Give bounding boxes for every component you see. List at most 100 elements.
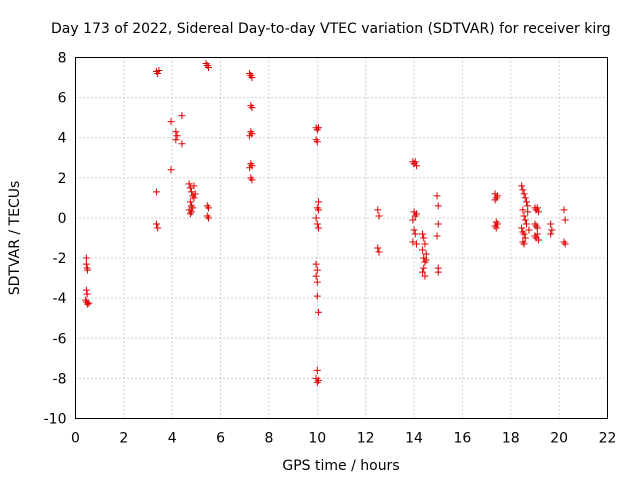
data-point bbox=[374, 206, 382, 214]
x-tick-label: 12 bbox=[357, 431, 375, 447]
data-point bbox=[520, 212, 528, 220]
x-tick-label: 22 bbox=[599, 431, 617, 447]
data-point bbox=[410, 226, 418, 234]
data-point bbox=[522, 198, 530, 206]
data-point bbox=[178, 112, 186, 120]
data-point bbox=[246, 132, 254, 140]
data-point bbox=[173, 132, 181, 140]
data-point bbox=[433, 192, 441, 200]
y-tick-label: 0 bbox=[58, 211, 67, 227]
x-tick-label: 8 bbox=[264, 431, 273, 447]
data-point bbox=[312, 260, 320, 268]
data-point bbox=[422, 256, 430, 264]
data-point bbox=[411, 158, 419, 166]
data-point bbox=[533, 224, 541, 232]
data-point bbox=[524, 208, 532, 216]
plot-frame bbox=[75, 57, 608, 419]
data-point bbox=[313, 220, 321, 228]
chart-title: Day 173 of 2022, Sidereal Day-to-day VTE… bbox=[51, 21, 611, 37]
data-point bbox=[434, 268, 442, 276]
data-point bbox=[421, 272, 429, 280]
data-point bbox=[560, 206, 568, 214]
data-point bbox=[315, 224, 323, 232]
data-point bbox=[178, 140, 186, 148]
data-point bbox=[153, 220, 161, 228]
data-point bbox=[205, 214, 212, 222]
data-point bbox=[186, 210, 194, 218]
x-axis-label: GPS time / hours bbox=[282, 458, 399, 474]
data-point bbox=[190, 182, 198, 190]
data-point bbox=[313, 366, 321, 374]
data-point bbox=[421, 240, 429, 248]
data-point bbox=[248, 74, 256, 82]
data-point bbox=[419, 230, 427, 238]
data-point bbox=[191, 190, 199, 198]
x-tick-label: 10 bbox=[308, 431, 326, 447]
data-point bbox=[85, 299, 93, 307]
data-point bbox=[561, 216, 569, 224]
data-point bbox=[535, 236, 543, 244]
y-tick-label: -6 bbox=[53, 331, 67, 347]
data-point bbox=[491, 196, 499, 204]
data-point bbox=[248, 176, 256, 184]
data-point bbox=[520, 240, 528, 248]
data-point bbox=[412, 240, 420, 248]
data-point bbox=[82, 254, 90, 262]
data-point bbox=[315, 198, 323, 206]
y-tick-label: 4 bbox=[58, 131, 67, 147]
data-point bbox=[547, 220, 555, 228]
x-tick-label: 6 bbox=[216, 431, 225, 447]
data-point bbox=[188, 188, 196, 196]
data-point bbox=[312, 214, 320, 222]
data-point bbox=[313, 138, 321, 146]
y-tick-label: -8 bbox=[53, 371, 67, 387]
data-point bbox=[434, 202, 442, 210]
data-point bbox=[525, 226, 533, 234]
x-tick-labels: 0 2 4 6 8 10 12 14 16 18 20 22 bbox=[71, 431, 616, 447]
data-point bbox=[548, 226, 556, 234]
data-point bbox=[492, 224, 500, 232]
data-point bbox=[185, 180, 193, 188]
data-point bbox=[518, 182, 526, 190]
y-tick-label: -2 bbox=[53, 251, 67, 267]
data-point bbox=[374, 244, 382, 252]
data-point bbox=[419, 268, 427, 276]
data-point bbox=[375, 248, 383, 256]
y-tick-label: -10 bbox=[44, 412, 67, 428]
y-tick-label: -4 bbox=[53, 291, 67, 307]
data-point bbox=[313, 266, 321, 274]
data-point bbox=[411, 230, 419, 238]
data-point bbox=[375, 212, 383, 220]
data-point bbox=[519, 206, 527, 214]
data-point bbox=[246, 164, 254, 172]
y-tick-labels: 8 6 4 2 0 -2 -4 -6 -8 -10 bbox=[44, 51, 67, 428]
data-point bbox=[190, 194, 198, 202]
data-point bbox=[186, 184, 194, 192]
data-point bbox=[409, 238, 417, 246]
x-tick-label: 20 bbox=[550, 431, 568, 447]
data-point bbox=[154, 224, 162, 232]
data-point bbox=[521, 234, 529, 242]
data-point bbox=[205, 64, 212, 72]
data-point bbox=[518, 224, 526, 232]
data-point bbox=[84, 300, 92, 308]
data-point bbox=[84, 266, 92, 274]
data-point bbox=[533, 204, 541, 212]
data-point bbox=[82, 286, 90, 294]
data-point bbox=[313, 378, 321, 386]
data-points bbox=[82, 60, 569, 386]
data-point bbox=[520, 190, 528, 198]
data-point bbox=[172, 128, 180, 136]
data-point bbox=[312, 272, 320, 280]
data-point bbox=[422, 250, 430, 258]
data-point bbox=[82, 260, 90, 268]
data-point bbox=[493, 192, 501, 200]
data-point bbox=[83, 290, 91, 298]
data-point bbox=[172, 136, 180, 144]
data-point bbox=[434, 220, 442, 228]
data-point bbox=[315, 206, 323, 214]
data-point bbox=[153, 188, 161, 196]
data-point bbox=[419, 246, 427, 254]
y-axis-label: SDTVAR / TECUs bbox=[7, 181, 23, 296]
